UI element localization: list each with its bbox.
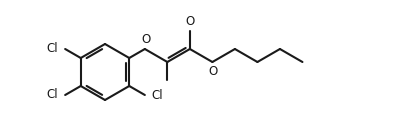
- Text: O: O: [209, 65, 218, 78]
- Text: Cl: Cl: [47, 88, 58, 102]
- Text: Cl: Cl: [152, 88, 164, 102]
- Text: O: O: [185, 15, 195, 28]
- Text: O: O: [141, 33, 150, 46]
- Text: Cl: Cl: [47, 43, 58, 55]
